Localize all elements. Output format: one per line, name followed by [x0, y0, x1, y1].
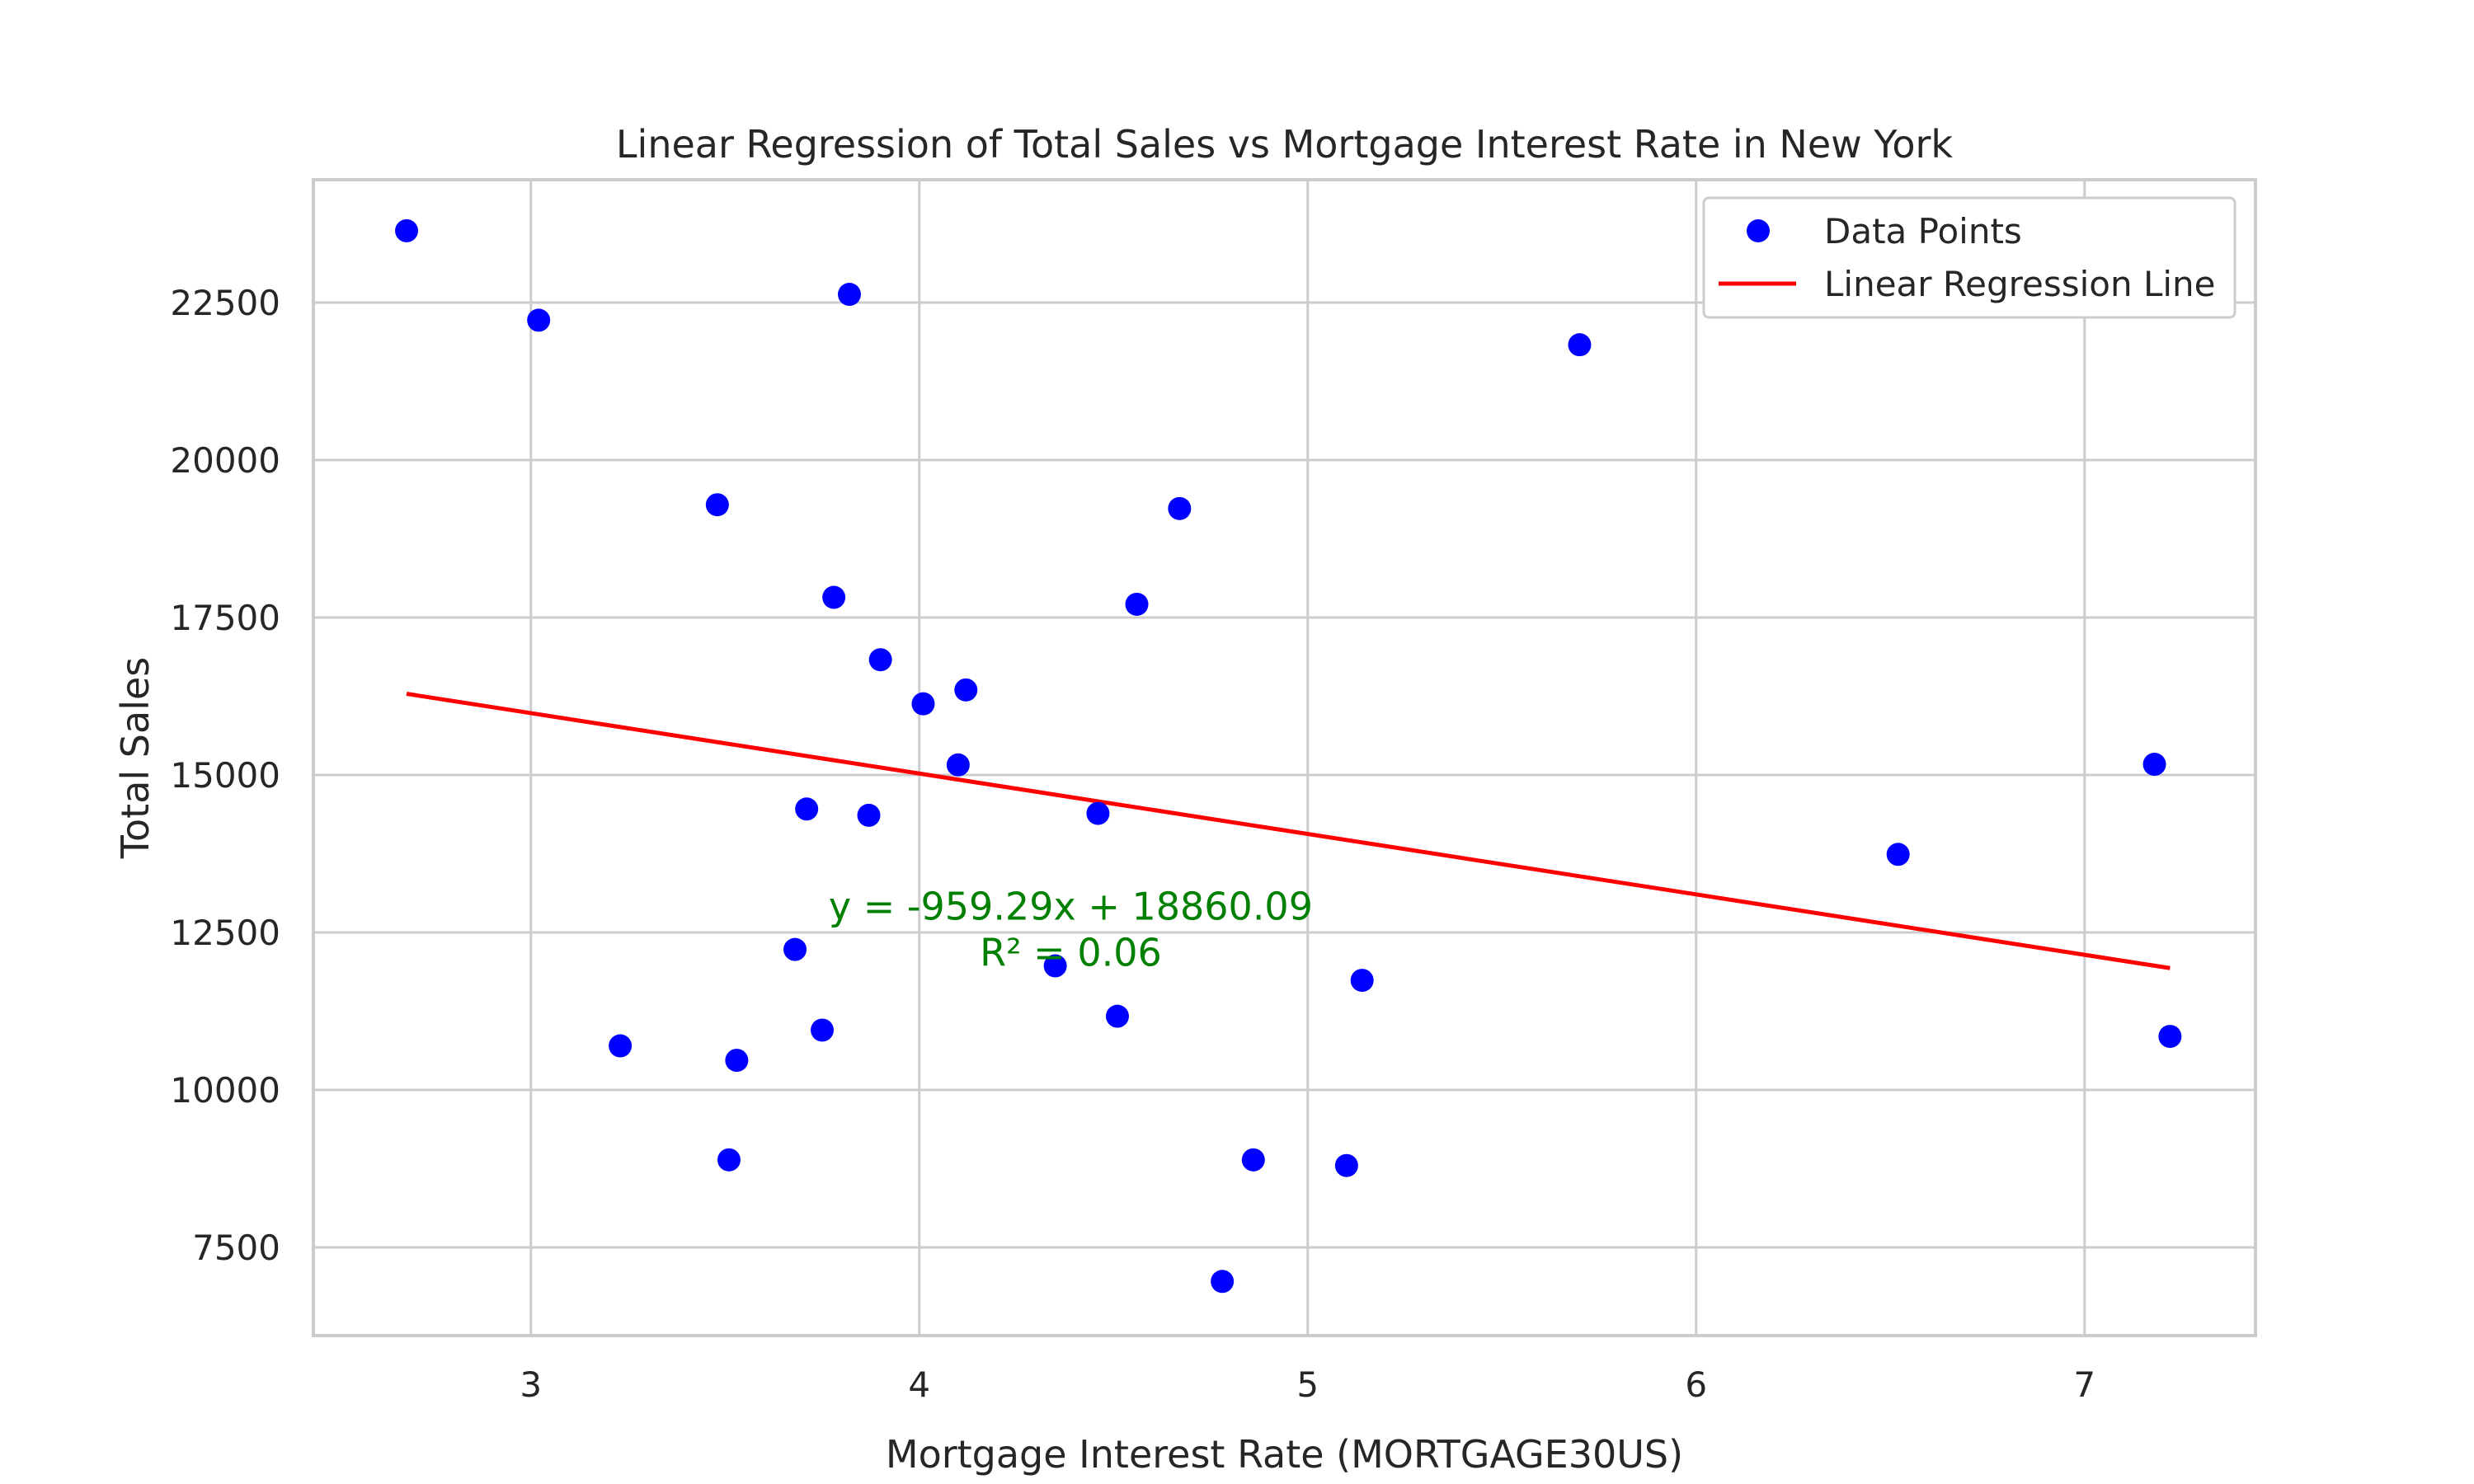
- data-point: [705, 493, 729, 517]
- legend-marker-data-points: [1747, 219, 1770, 242]
- y-tick-label: 7500: [192, 1228, 280, 1268]
- grid: [313, 180, 2255, 1336]
- data-point: [1334, 1153, 1358, 1177]
- y-tick-label: 12500: [170, 913, 280, 953]
- legend-label-regression-line: Linear Regression Line: [1824, 264, 2216, 304]
- data-point: [395, 218, 419, 242]
- chart-title: Linear Regression of Total Sales vs Mort…: [616, 122, 1954, 167]
- data-point: [1125, 592, 1149, 616]
- x-axis: 3 4 5 6 7: [520, 1364, 2095, 1405]
- data-point: [1211, 1270, 1235, 1294]
- data-point: [2158, 1025, 2182, 1049]
- data-point: [1568, 333, 1592, 357]
- x-tick-label: 4: [908, 1364, 930, 1405]
- data-point: [868, 648, 892, 672]
- x-tick-label: 6: [1685, 1364, 1707, 1405]
- data-point: [857, 803, 881, 827]
- regression-line-layer: [406, 692, 2171, 970]
- data-point: [609, 1034, 633, 1058]
- data-point: [946, 753, 970, 777]
- legend: Data Points Linear Regression Line: [1702, 196, 2236, 319]
- r-squared-label: R² = 0.06: [980, 931, 1162, 975]
- y-tick-label: 15000: [170, 755, 280, 796]
- plot-area-frame: [312, 178, 2257, 1337]
- y-tick-label: 20000: [170, 440, 280, 481]
- data-point: [717, 1148, 741, 1172]
- y-tick-label: 10000: [170, 1070, 280, 1111]
- regression-equation: y = -959.29x + 18860.09: [829, 885, 1313, 929]
- data-point: [954, 678, 978, 702]
- data-point: [725, 1049, 749, 1073]
- regression-annotation: y = -959.29x + 18860.09 R² = 0.06: [829, 885, 1313, 975]
- x-tick-label: 3: [520, 1364, 542, 1405]
- data-point: [2142, 753, 2166, 777]
- data-point: [1168, 496, 1192, 520]
- data-point: [795, 797, 819, 821]
- data-point: [1043, 954, 1067, 978]
- data-point: [911, 692, 935, 716]
- data-point: [1241, 1148, 1265, 1172]
- x-tick-label: 5: [1296, 1364, 1319, 1405]
- data-point: [811, 1018, 835, 1042]
- x-tick-label: 7: [2073, 1364, 2095, 1405]
- data-point: [783, 937, 807, 961]
- data-point: [822, 585, 846, 609]
- data-point: [1886, 843, 1910, 866]
- data-point: [837, 283, 861, 307]
- regression-line: [406, 692, 2171, 970]
- y-tick-label: 17500: [170, 598, 280, 638]
- data-point: [527, 308, 551, 332]
- x-axis-label: Mortgage Interest Rate (MORTGAGE30US): [886, 1432, 1683, 1477]
- data-point: [1350, 969, 1374, 993]
- scatter-points: [395, 218, 2182, 1294]
- legend-box: [1702, 196, 2236, 319]
- y-axis: 7500 10000 12500 15000 17500 20000 22500: [170, 283, 280, 1268]
- y-axis-label: Total Sales: [113, 657, 158, 860]
- y-tick-label: 22500: [170, 283, 280, 323]
- legend-label-data-points: Data Points: [1824, 211, 2022, 251]
- data-point: [1086, 801, 1110, 825]
- data-point: [1105, 1004, 1129, 1028]
